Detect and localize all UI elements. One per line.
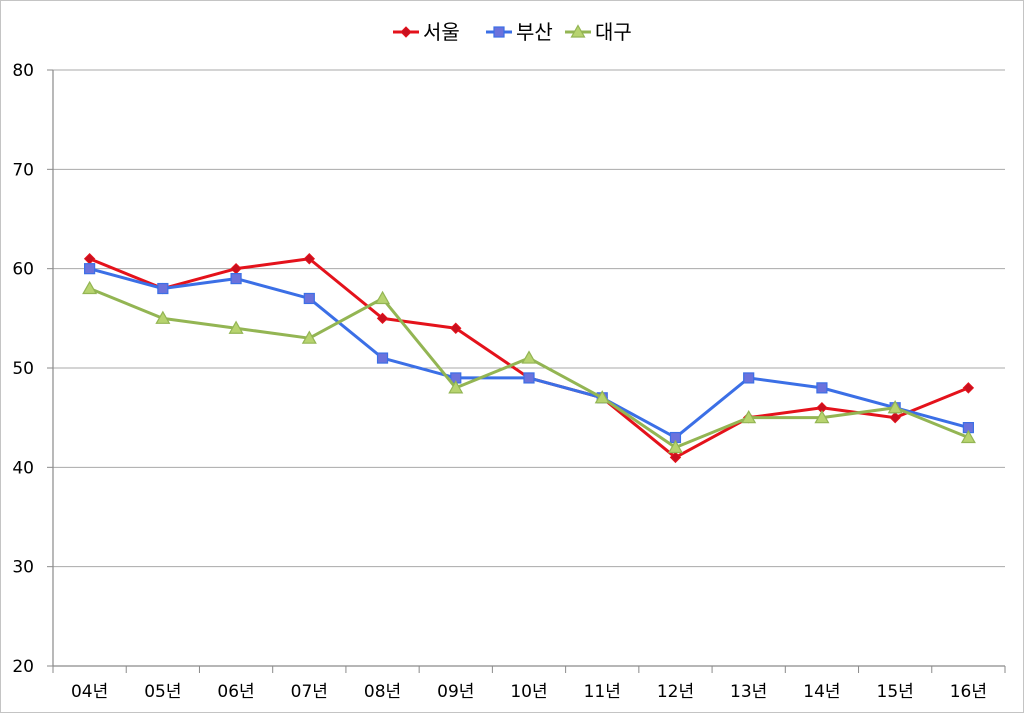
x-tick-label: 10년	[510, 682, 547, 702]
series-3-point-10	[741, 409, 757, 424]
legend-item-2: 부산	[486, 20, 553, 44]
series-2-point-10	[743, 372, 755, 384]
series-3-point-2	[155, 310, 171, 324]
legend-item-1: 서울	[393, 20, 460, 44]
series-1-point-6	[450, 322, 462, 334]
x-tick-label: 16년	[950, 682, 987, 702]
y-tick-label: 50	[12, 359, 34, 379]
y-tick-label: 60	[12, 260, 34, 280]
series-3	[82, 280, 976, 454]
series-3-point-3	[228, 320, 244, 334]
series-group	[82, 253, 976, 464]
series-3-point-9	[667, 439, 683, 454]
y-tick-label: 30	[12, 558, 34, 578]
series-1-point-5	[376, 312, 389, 325]
series-3-point-7	[521, 350, 537, 364]
series-2-point-1	[84, 263, 96, 275]
legend-square-icon	[493, 26, 505, 38]
legend-item-3: 대구	[565, 20, 632, 44]
series-3-point-6	[448, 380, 464, 394]
series-3-point-8	[594, 390, 610, 404]
series-1-point-9	[669, 451, 682, 464]
legend-triangle-icon	[570, 24, 586, 38]
legend-label-1: 서울	[423, 20, 460, 44]
series-2-point-11	[816, 382, 828, 394]
series-3-point-13	[960, 429, 976, 444]
x-tick-label: 08년	[364, 682, 401, 702]
series-3-point-12	[887, 400, 903, 414]
series-2-point-7	[523, 372, 535, 384]
series-3-point-11	[814, 409, 830, 424]
series-1-point-12	[889, 411, 901, 424]
gridlines	[53, 69, 1005, 568]
x-tick-label: 14년	[803, 682, 840, 702]
series-1-point-13	[962, 382, 975, 394]
legend-label-3: 대구	[595, 20, 632, 44]
x-tick-label: 07년	[291, 682, 328, 702]
x-tick-label: 12년	[657, 682, 694, 702]
x-tick-label: 06년	[217, 682, 254, 702]
series-3-point-1	[82, 280, 98, 295]
x-tick-label: 05년	[144, 682, 181, 702]
series-2-point-5	[376, 352, 389, 364]
x-tick-label: 09년	[437, 682, 474, 702]
series-2-point-3	[230, 273, 242, 285]
legend-label-2: 부산	[516, 20, 553, 44]
axes: 20 30 40 50 60 70 80 04년 05년 06년 07년 08년 09년 10년 11년 12…	[12, 61, 1006, 702]
legend: 서울 부산 대구	[393, 20, 632, 44]
series-2	[84, 263, 974, 444]
series-3-point-5	[375, 290, 391, 305]
x-tick-label: 15년	[877, 682, 914, 702]
y-tick-label: 80	[12, 61, 34, 81]
y-tick-label: 70	[12, 160, 34, 180]
series-3-point-4	[301, 330, 317, 344]
x-tick-label: 13년	[730, 682, 767, 702]
y-tick-label: 20	[12, 657, 34, 677]
x-tick-label: 04년	[71, 682, 108, 702]
series-1-point-4	[303, 253, 316, 265]
series-2-point-4	[303, 292, 315, 305]
series-2-point-2	[157, 282, 169, 295]
legend-diamond-icon	[400, 26, 412, 38]
x-tick-label: 11년	[584, 682, 621, 702]
y-tick-label: 40	[12, 458, 34, 478]
